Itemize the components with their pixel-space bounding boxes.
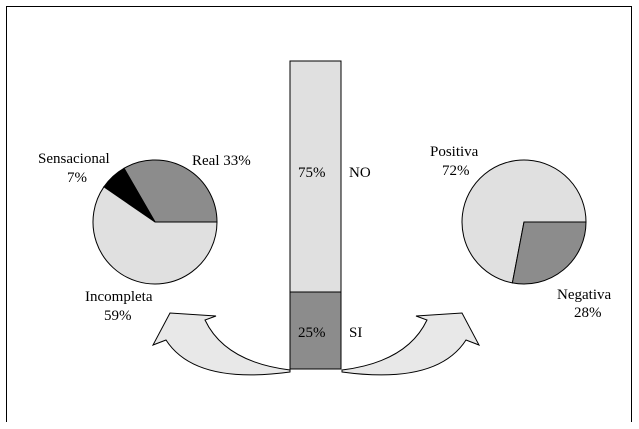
right-arrow xyxy=(341,312,481,376)
pie-left-incompleta-name: Incompleta xyxy=(85,289,153,305)
pie-left-sensacional-value: 7% xyxy=(67,170,87,186)
stacked-bar xyxy=(289,60,342,370)
pie-slice-real xyxy=(123,159,218,223)
left-pie xyxy=(92,159,218,285)
pie-left-real-label: Real 33% xyxy=(192,153,251,169)
pie-slice-negativa xyxy=(511,221,587,285)
right-pie xyxy=(461,159,587,285)
pie-left-incompleta-value: 59% xyxy=(104,308,132,324)
pie-slice-positiva xyxy=(461,159,587,284)
bar-si-name-label: SI xyxy=(349,325,362,341)
pie-right-positiva-value: 72% xyxy=(442,163,470,179)
chart-frame xyxy=(6,6,632,422)
pie-left-sensacional-name: Sensacional xyxy=(38,151,110,167)
pie-slice-incompleta xyxy=(92,186,218,285)
pie-right-negativa-value: 28% xyxy=(574,305,602,321)
bar-segment-si xyxy=(289,291,342,370)
bar-no-name-label: NO xyxy=(349,165,371,181)
pie-right-positiva-name: Positiva xyxy=(430,144,479,160)
pie-right-negativa-name: Negativa xyxy=(557,287,611,303)
bar-no-value-label: 75% xyxy=(298,165,326,181)
left-arrow xyxy=(151,312,291,376)
bar-si-value-label: 25% xyxy=(298,325,326,341)
